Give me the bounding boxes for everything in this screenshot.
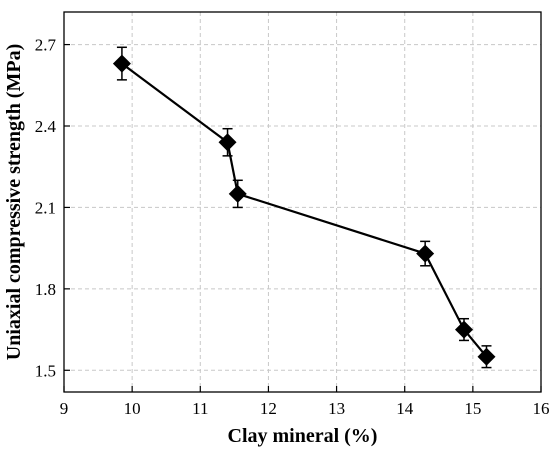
x-tick-label: 10 xyxy=(124,399,141,418)
data-point-diamond xyxy=(477,347,496,366)
y-axis-title: Uniaxial compressive strength (MPa) xyxy=(3,44,25,360)
data-point-diamond xyxy=(112,54,131,73)
x-tick-label: 9 xyxy=(60,399,69,418)
data-series xyxy=(112,46,496,369)
axis-ticks: 9 10 11 12 13 14 15 16 1.5 1.8 2.1 2.4 2.7 xyxy=(35,36,550,418)
y-tick-label: 1.5 xyxy=(35,361,56,380)
x-tick-label: 14 xyxy=(396,399,414,418)
x-tick-label: 16 xyxy=(533,399,550,418)
plot-frame xyxy=(63,11,542,393)
x-axis-title: Clay mineral (%) xyxy=(228,425,378,447)
y-tick-label: 1.8 xyxy=(35,280,56,299)
y-tick-label: 2.4 xyxy=(35,117,57,136)
x-tick-label: 13 xyxy=(328,399,345,418)
y-tick-label: 2.1 xyxy=(35,198,56,217)
x-tick-label: 11 xyxy=(192,399,208,418)
data-point-diamond xyxy=(416,244,435,263)
data-point-diamond xyxy=(454,320,473,339)
y-tick-label: 2.7 xyxy=(35,36,57,55)
x-tick-label: 12 xyxy=(260,399,277,418)
data-point-diamond xyxy=(218,133,237,152)
data-point-diamond xyxy=(228,184,247,203)
grid xyxy=(64,12,541,392)
x-tick-label: 15 xyxy=(464,399,481,418)
